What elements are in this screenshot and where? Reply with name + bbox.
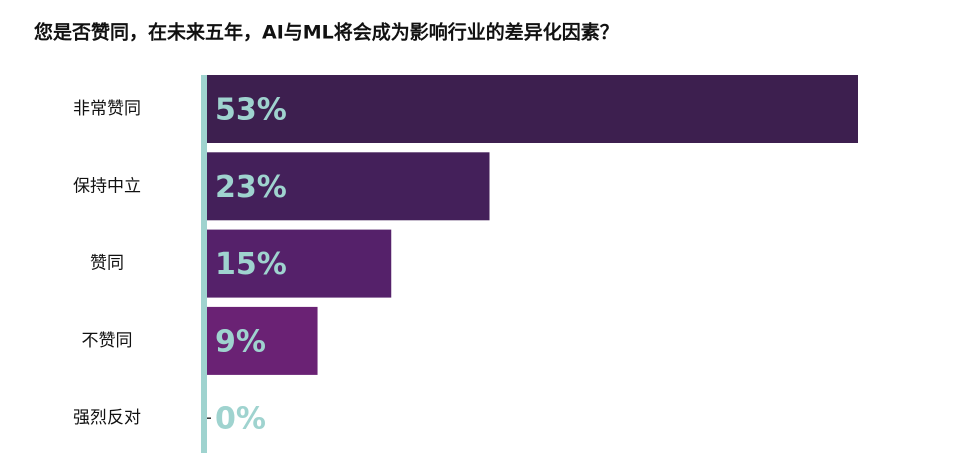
value-label: 53% — [215, 93, 287, 128]
category-label: 赞同 — [90, 254, 124, 274]
category-label: 保持中立 — [73, 176, 141, 196]
category-label: 不赞同 — [82, 331, 133, 351]
category-label: 强烈反对 — [73, 408, 141, 428]
bar — [207, 75, 858, 143]
category-label: 非常赞同 — [73, 99, 141, 119]
axis-line — [201, 75, 207, 453]
bar — [207, 306, 318, 375]
value-label: 23% — [215, 170, 287, 205]
value-label: 15% — [215, 247, 287, 282]
bar — [207, 229, 392, 298]
bar — [207, 152, 490, 221]
chart-title: 您是否赞同，在未来五年，AI与ML将会成为影响行业的差异化因素？ — [34, 21, 619, 44]
value-label: 9% — [215, 324, 266, 359]
value-label: 0% — [215, 402, 266, 437]
